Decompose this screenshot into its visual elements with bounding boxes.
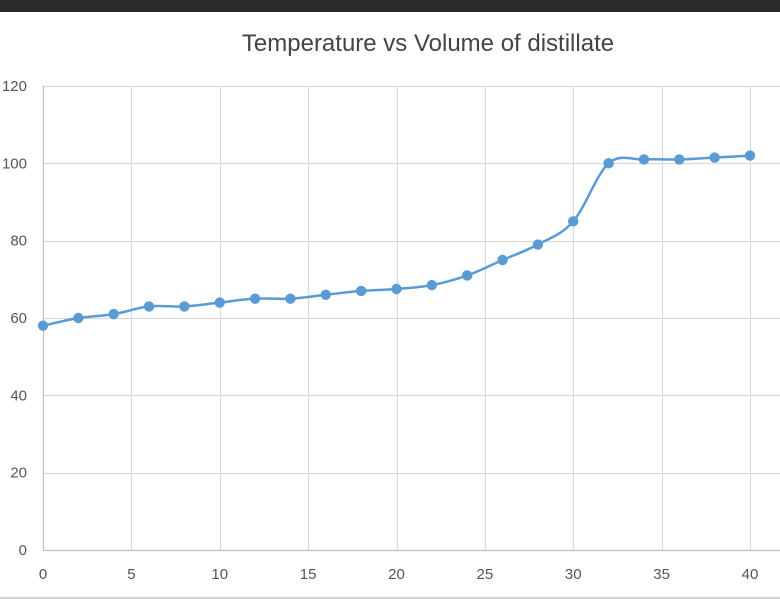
y-axis-tick-labels: 0 20 40 60 80 100 120 (2, 78, 27, 559)
data-point-26 (497, 254, 508, 266)
data-point-32 (603, 158, 614, 169)
y-tick-label-60: 60 (10, 310, 27, 327)
data-point-38 (709, 152, 720, 163)
data-point-16 (320, 289, 331, 300)
x-tick-label-20: 20 (388, 566, 405, 583)
x-tick-label-10: 10 (211, 566, 228, 583)
data-point-28 (532, 239, 544, 250)
data-point-14 (285, 293, 296, 304)
x-tick-label-25: 25 (477, 566, 494, 583)
data-point-10 (214, 297, 225, 308)
window-top-bar (0, 0, 780, 12)
chart-title: Temperature vs Volume of distillate (241, 30, 615, 57)
data-point-24 (462, 270, 473, 281)
y-tick-label-100: 100 (2, 155, 27, 172)
y-tick-label-20: 20 (10, 465, 27, 482)
bottom-border (0, 597, 780, 599)
gridlines (42, 85, 780, 552)
x-tick-label-5: 5 (127, 566, 135, 583)
data-point-18 (355, 285, 367, 297)
data-point-12 (249, 293, 261, 304)
data-point-20 (391, 283, 402, 295)
data-point-30 (568, 216, 579, 227)
data-point-22 (426, 279, 438, 291)
x-tick-label-35: 35 (653, 566, 670, 583)
y-tick-label-120: 120 (2, 78, 27, 95)
x-tick-label-40: 40 (742, 566, 759, 583)
data-point-6 (143, 301, 155, 312)
series-line-0 (41, 154, 752, 327)
data-point-36 (674, 154, 685, 165)
x-tick-label-30: 30 (565, 566, 582, 583)
y-tick-label-80: 80 (10, 233, 27, 250)
y-tick-label-0: 0 (19, 542, 27, 559)
series-lines (41, 154, 752, 327)
data-point-0 (37, 320, 49, 331)
series-markers (37, 150, 756, 331)
x-axis-tick-labels: 0 5 10 15 20 25 30 35 40 (39, 566, 759, 583)
data-point-4 (108, 308, 119, 320)
data-point-2 (73, 312, 84, 324)
data-point-40 (744, 150, 756, 161)
x-tick-label-0: 0 (39, 566, 47, 583)
y-tick-label-40: 40 (10, 387, 27, 404)
x-tick-label-15: 15 (300, 566, 317, 583)
data-point-8 (179, 301, 190, 312)
data-point-34 (638, 154, 650, 165)
